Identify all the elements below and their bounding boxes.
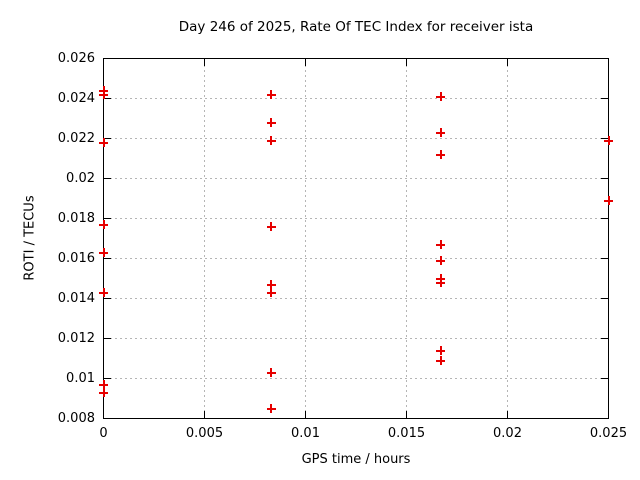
x-tick-label: 0.005 — [185, 426, 224, 441]
y-tick-label: 0.018 — [57, 211, 95, 226]
x-gridline — [406, 59, 407, 418]
x-tick-mark-top — [406, 59, 407, 66]
y-tick-mark-left — [104, 298, 111, 299]
data-point-marker — [266, 280, 276, 289]
y-axis-title: ROTI / TECUs — [22, 195, 38, 281]
data-point-marker — [436, 150, 446, 159]
data-point-marker — [436, 256, 446, 265]
data-point-marker — [99, 220, 108, 229]
plot-border — [103, 58, 609, 419]
y-tick-mark-right — [601, 218, 608, 219]
data-point-marker — [266, 90, 276, 99]
y-tick-mark-right — [601, 178, 608, 179]
data-point-marker — [266, 222, 276, 231]
y-tick-label: 0.008 — [57, 411, 95, 426]
data-point-marker — [266, 368, 276, 377]
data-point-marker — [436, 356, 446, 365]
y-gridline — [104, 338, 608, 339]
x-tick-mark-top — [305, 59, 306, 66]
data-point-marker — [436, 346, 446, 355]
chart-title: Day 246 of 2025, Rate Of TEC Index for r… — [178, 19, 534, 35]
y-gridline — [104, 218, 608, 219]
y-tick-label: 0.014 — [57, 291, 95, 306]
y-tick-label: 0.01 — [66, 371, 95, 386]
y-gridline — [104, 138, 608, 139]
y-tick-mark-right — [601, 378, 608, 379]
data-point-marker — [604, 196, 613, 205]
data-point-marker — [436, 92, 446, 101]
y-tick-label: 0.016 — [57, 251, 95, 266]
x-tick-mark-top — [507, 59, 508, 66]
data-point-marker — [99, 138, 108, 147]
x-gridline — [204, 59, 205, 418]
data-point-marker — [604, 136, 613, 145]
data-point-marker — [266, 288, 276, 297]
y-tick-mark-left — [104, 338, 111, 339]
data-point-marker — [436, 240, 446, 249]
x-gridline — [305, 59, 306, 418]
data-point-marker — [266, 118, 276, 127]
y-gridline — [104, 298, 608, 299]
y-tick-mark-right — [601, 258, 608, 259]
y-gridline — [104, 98, 608, 99]
y-tick-mark-left — [104, 258, 111, 259]
data-point-marker — [266, 136, 276, 145]
x-gridline — [507, 59, 508, 418]
data-point-marker — [99, 90, 108, 99]
data-point-marker — [99, 248, 108, 257]
y-tick-mark-right — [601, 338, 608, 339]
x-tick-label: 0.025 — [589, 426, 628, 441]
y-tick-mark-left — [104, 178, 111, 179]
x-tick-mark-bottom — [507, 411, 508, 418]
data-point-marker — [99, 380, 108, 389]
y-gridline — [104, 258, 608, 259]
y-tick-mark-right — [601, 298, 608, 299]
y-tick-label: 0.024 — [57, 91, 95, 106]
data-point-marker — [99, 288, 108, 297]
data-point-marker — [436, 278, 446, 287]
y-tick-mark-left — [104, 98, 111, 99]
y-tick-mark-left — [104, 218, 111, 219]
y-tick-mark-right — [601, 138, 608, 139]
y-tick-label: 0.026 — [57, 51, 95, 66]
y-gridline — [104, 378, 608, 379]
x-tick-mark-top — [204, 59, 205, 66]
y-tick-mark-right — [601, 98, 608, 99]
data-point-marker — [266, 404, 276, 413]
x-tick-mark-bottom — [305, 411, 306, 418]
y-tick-mark-left — [104, 138, 111, 139]
x-tick-label: 0.01 — [291, 426, 320, 441]
y-tick-mark-left — [104, 378, 111, 379]
y-tick-label: 0.022 — [57, 131, 95, 146]
x-axis-title: GPS time / hours — [301, 452, 411, 467]
x-tick-mark-bottom — [204, 411, 205, 418]
y-tick-label: 0.012 — [57, 331, 95, 346]
y-tick-label: 0.02 — [66, 171, 95, 186]
x-tick-label: 0.015 — [387, 426, 426, 441]
data-point-marker — [99, 388, 108, 397]
x-tick-mark-bottom — [406, 411, 407, 418]
x-tick-label: 0 — [99, 426, 108, 441]
data-point-marker — [436, 128, 446, 137]
x-tick-label: 0.02 — [493, 426, 522, 441]
y-gridline — [104, 178, 608, 179]
